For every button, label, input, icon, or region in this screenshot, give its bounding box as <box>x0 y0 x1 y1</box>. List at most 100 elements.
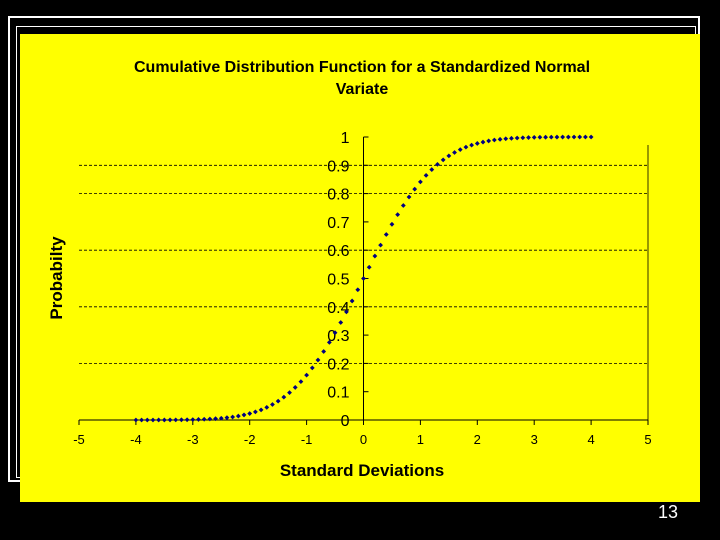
data-point-17 <box>230 414 236 420</box>
data-point-78 <box>577 134 583 140</box>
data-point-10 <box>190 417 196 423</box>
data-point-16 <box>224 415 230 421</box>
data-point-47 <box>400 203 406 208</box>
data-point-48 <box>406 194 412 200</box>
data-point-80 <box>588 134 594 140</box>
data-point-54 <box>440 157 446 163</box>
data-point-42 <box>372 253 378 259</box>
data-point-4 <box>156 417 162 423</box>
data-point-77 <box>571 134 577 140</box>
data-point-23 <box>264 404 270 410</box>
y-tick-label-5: 0.5 <box>327 272 349 289</box>
data-point-35 <box>332 330 338 336</box>
data-point-13 <box>207 416 213 422</box>
data-point-52 <box>429 167 435 172</box>
data-point-49 <box>412 186 418 192</box>
y-tick-labels: 0 0.1 0.2 0.3 0.4 0.5 0.6 0.7 0.8 0.9 1 <box>327 130 349 430</box>
data-point-57 <box>457 147 463 153</box>
y-tick-label-0: 0 <box>341 413 350 430</box>
data-point-36 <box>338 320 344 325</box>
data-point-79 <box>583 134 588 140</box>
data-point-64 <box>497 136 503 142</box>
data-point-22 <box>258 407 264 413</box>
data-point-39 <box>355 287 361 293</box>
data-points <box>133 134 594 423</box>
y-tick-label-9: 0.9 <box>327 158 349 175</box>
data-point-58 <box>463 144 469 150</box>
data-point-55 <box>446 153 452 159</box>
data-point-65 <box>503 136 509 142</box>
x-tick-label-4: -1 <box>301 432 313 447</box>
data-point-38 <box>349 298 355 304</box>
data-point-62 <box>486 138 492 144</box>
data-point-21 <box>252 409 258 415</box>
data-point-18 <box>235 413 241 419</box>
x-tick-label-8: 3 <box>531 432 538 447</box>
x-tick-label-7: 2 <box>474 432 481 447</box>
data-point-75 <box>560 134 566 140</box>
x-axis-label: Standard Deviations <box>280 461 444 480</box>
data-point-69 <box>526 135 531 140</box>
data-point-14 <box>213 416 218 422</box>
data-point-31 <box>309 365 315 371</box>
data-point-70 <box>531 134 537 140</box>
data-point-9 <box>184 417 190 423</box>
data-point-46 <box>395 212 401 218</box>
data-point-44 <box>383 232 389 237</box>
data-point-76 <box>565 134 571 140</box>
data-point-51 <box>423 173 429 178</box>
data-point-60 <box>474 141 480 146</box>
data-point-20 <box>247 411 253 416</box>
data-point-7 <box>173 417 179 423</box>
x-tick-label-9: 4 <box>587 432 594 447</box>
y-tick-label-8: 0.8 <box>327 187 349 204</box>
y-tick-label-7: 0.7 <box>327 215 349 232</box>
data-point-33 <box>321 349 327 354</box>
y-tick-label-4: 0.4 <box>327 300 349 317</box>
chart-title-line-1: Cumulative Distribution Function for a S… <box>134 59 590 76</box>
data-point-11 <box>196 417 201 422</box>
data-point-45 <box>389 221 395 227</box>
chart-area: Cumulative Distribution Function for a S… <box>20 34 700 502</box>
data-point-41 <box>366 264 372 270</box>
data-point-61 <box>480 139 486 145</box>
x-tick-label-1: -4 <box>130 432 142 447</box>
data-point-6 <box>167 417 173 423</box>
x-tick-label-6: 1 <box>417 432 424 447</box>
data-point-34 <box>326 339 332 345</box>
data-point-0 <box>133 417 139 423</box>
x-tick-labels: -5 -4 -3 -2 -1 0 1 2 3 4 5 <box>73 432 651 447</box>
data-point-73 <box>548 134 554 140</box>
data-point-27 <box>287 390 292 396</box>
data-point-15 <box>218 415 224 421</box>
data-point-19 <box>241 412 247 418</box>
data-point-50 <box>418 179 423 185</box>
data-point-43 <box>378 242 383 248</box>
chart-title-line-2: Variate <box>336 81 389 98</box>
data-point-56 <box>452 150 457 155</box>
x-tick-label-0: -5 <box>73 432 85 447</box>
x-tick-label-10: 5 <box>644 432 651 447</box>
cdf-chart: Cumulative Distribution Function for a S… <box>47 59 652 480</box>
data-point-37 <box>344 309 349 315</box>
data-point-5 <box>161 417 167 423</box>
data-point-29 <box>298 379 304 384</box>
data-point-30 <box>304 372 309 378</box>
y-tick-label-6: 0.6 <box>327 243 349 260</box>
x-tick-label-5: 0 <box>360 432 367 447</box>
data-point-1 <box>139 417 144 423</box>
data-point-72 <box>543 134 548 140</box>
data-point-66 <box>509 135 514 141</box>
data-point-28 <box>292 385 298 390</box>
axes <box>78 136 649 425</box>
x-tick-label-2: -3 <box>187 432 199 447</box>
data-point-68 <box>520 135 526 141</box>
x-tick-label-3: -2 <box>244 432 256 447</box>
y-tick-label-2: 0.2 <box>327 356 349 373</box>
data-point-2 <box>144 417 150 423</box>
data-point-59 <box>469 142 475 148</box>
data-point-53 <box>435 161 440 167</box>
data-point-26 <box>281 394 287 400</box>
data-point-3 <box>150 417 156 423</box>
y-tick-label-10: 1 <box>341 130 350 147</box>
